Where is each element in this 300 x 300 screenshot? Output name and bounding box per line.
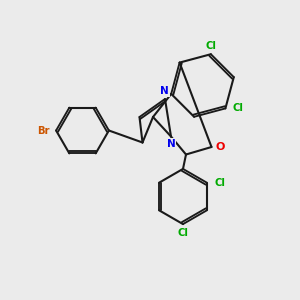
Text: N: N — [167, 139, 176, 149]
Text: Cl: Cl — [178, 228, 188, 238]
Text: Cl: Cl — [232, 103, 243, 113]
Text: Cl: Cl — [206, 41, 216, 51]
Text: Cl: Cl — [214, 178, 225, 188]
Text: Br: Br — [37, 125, 50, 136]
Text: O: O — [216, 142, 225, 152]
Text: N: N — [160, 86, 169, 97]
